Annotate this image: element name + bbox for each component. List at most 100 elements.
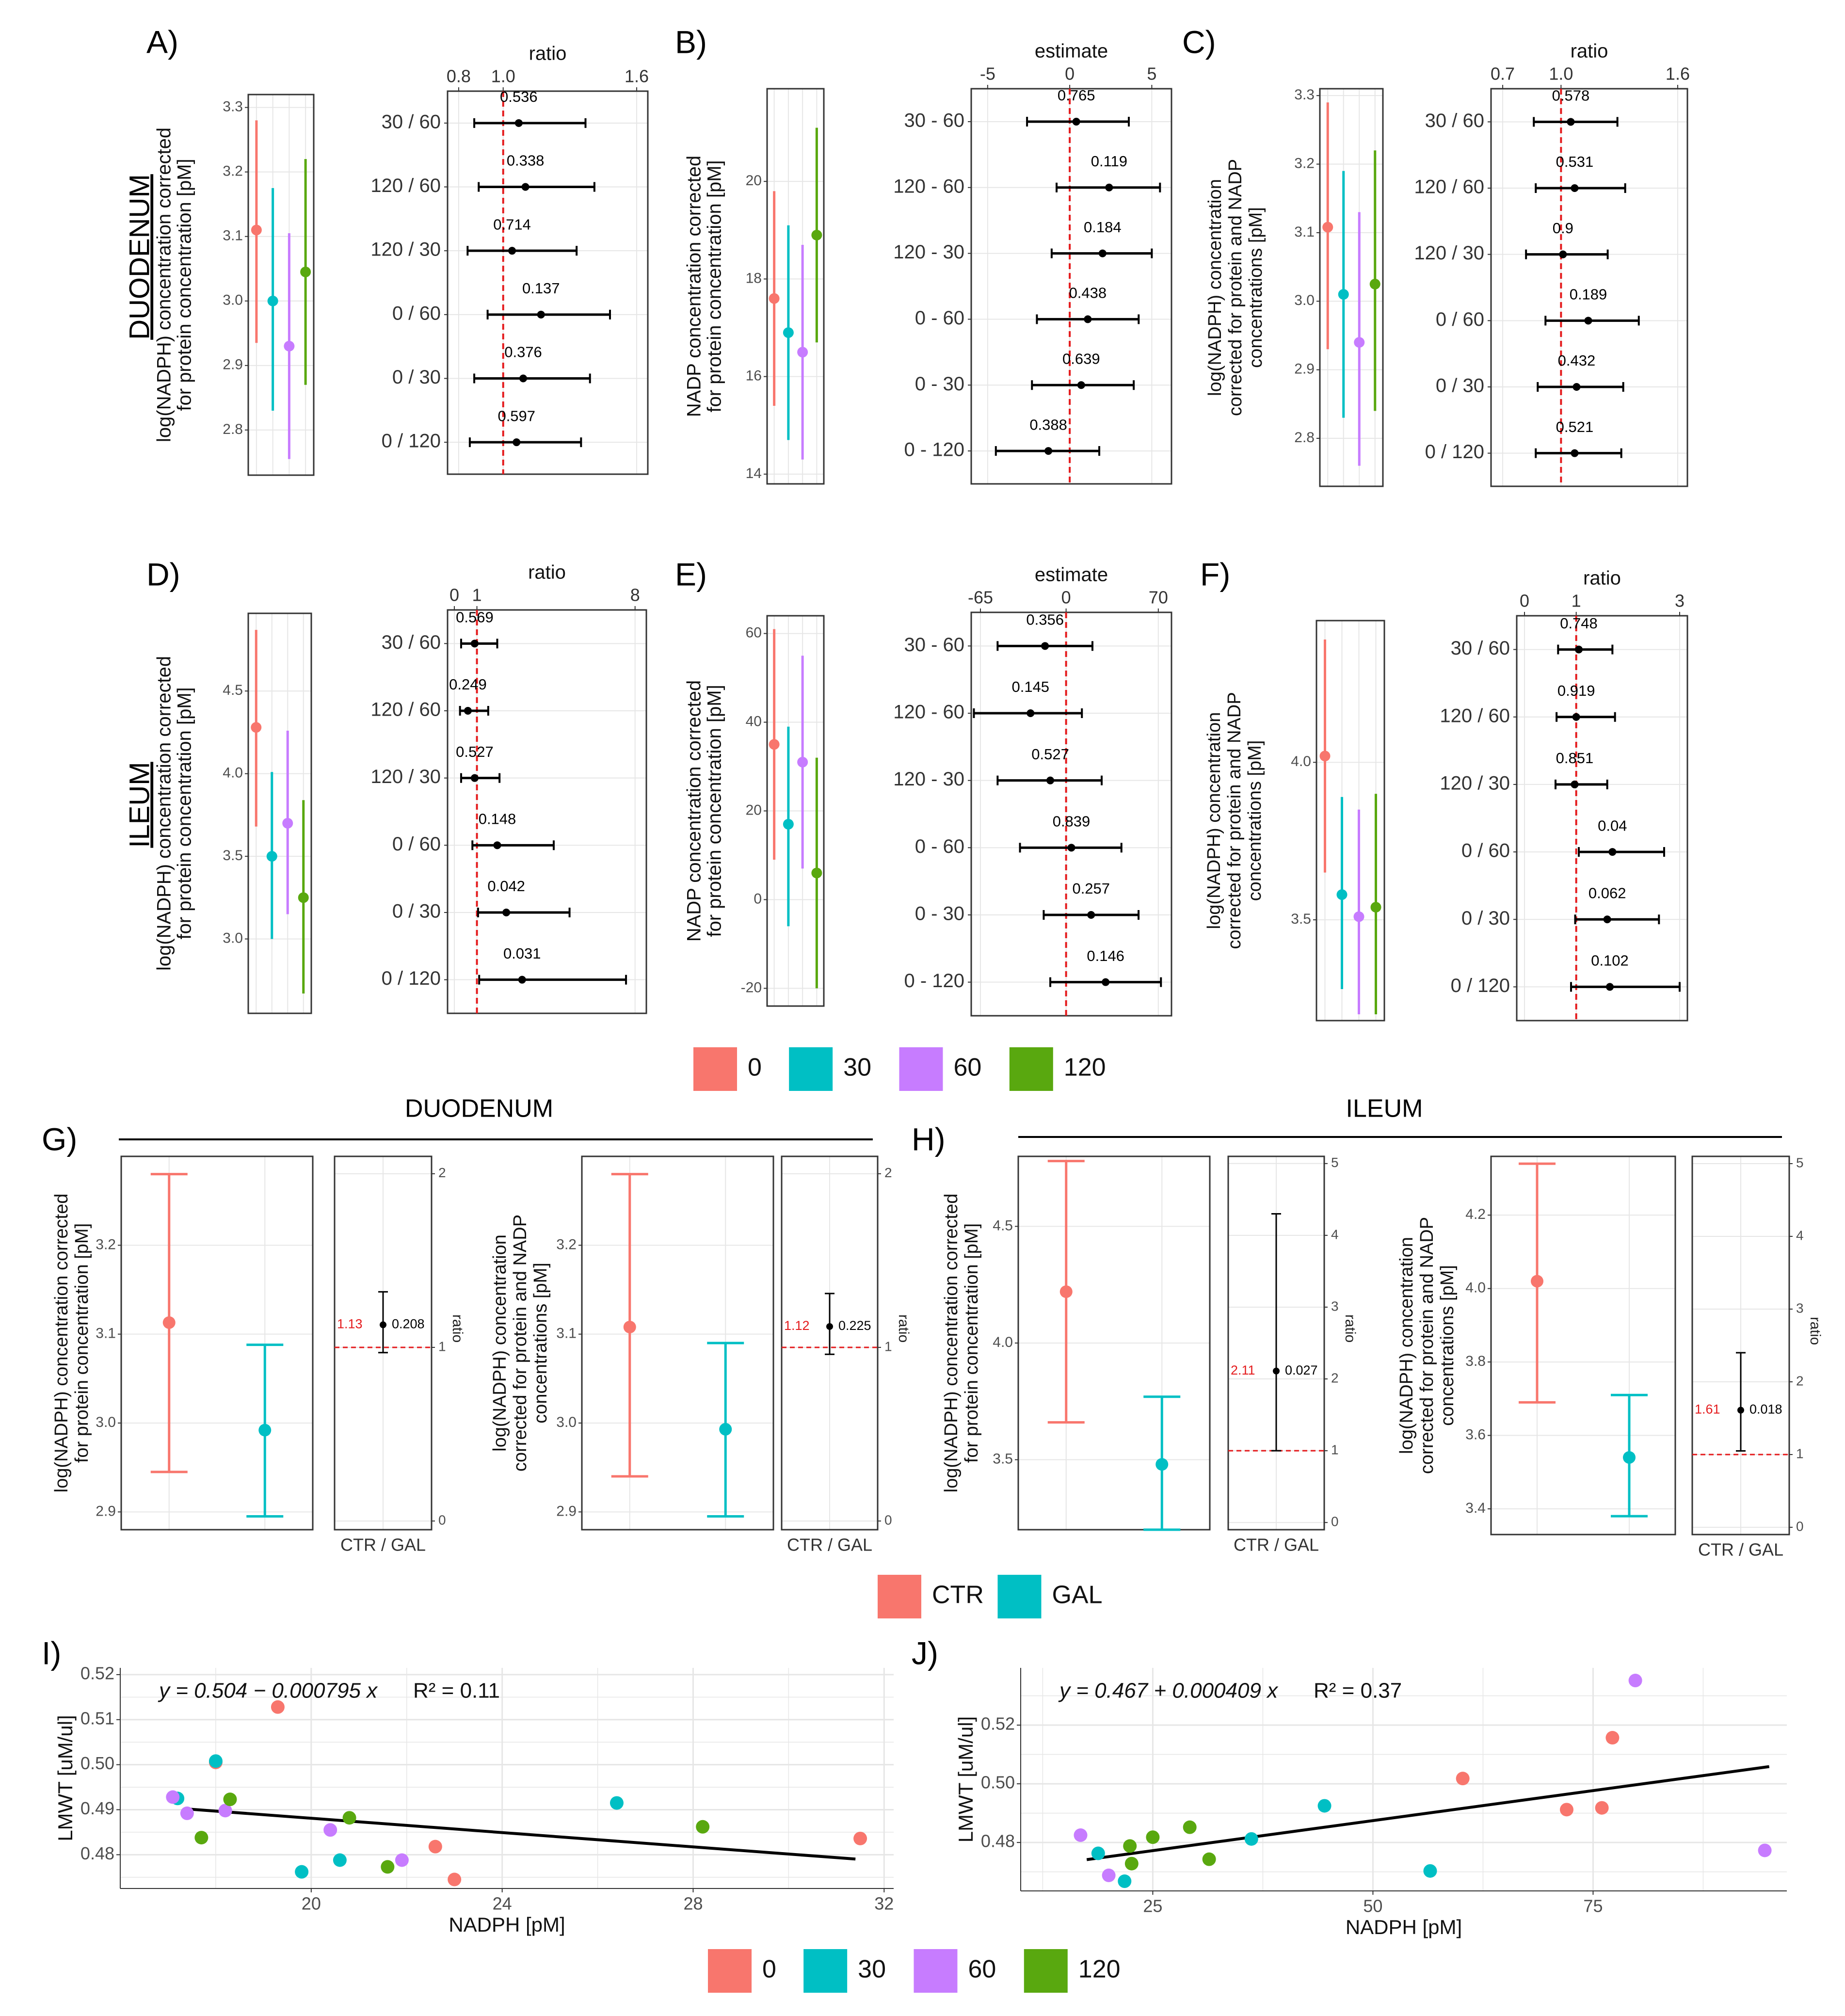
y-axis-title: corrected for protein and NADP <box>1225 159 1246 416</box>
y-axis-title: corrected for protein and NADP <box>1224 692 1245 949</box>
y-tick-label: 4.5 <box>223 682 243 698</box>
plot-border <box>1227 1155 1325 1531</box>
data-point-60 <box>166 1790 180 1804</box>
data-point-120 <box>194 1831 209 1845</box>
plot-border <box>1691 1155 1790 1536</box>
data-point-0 <box>428 1840 442 1854</box>
y-tick-label: 0.52 <box>981 1714 1015 1734</box>
y-tick-label: 4 <box>1331 1227 1339 1242</box>
plot-border <box>120 1155 314 1531</box>
legend-label-60: 60 <box>953 1054 981 1082</box>
y-tick-label: 3.5 <box>1291 911 1311 927</box>
y-tick-label: 0 <box>884 1512 892 1527</box>
comparison-label: 30 - 60 <box>904 634 964 656</box>
errorbar-panel-h: 3.5 4.0 4.5 log(NADPH) concentration correc… <box>941 1155 1211 1531</box>
p-value-label: 0.919 <box>1557 682 1595 699</box>
panel-letter: H) <box>912 1121 946 1157</box>
panel-letter: E) <box>675 556 707 592</box>
panel-letter: I) <box>42 1635 61 1671</box>
y-axis-title: log(NADPH) concentration <box>1204 712 1224 929</box>
estimate-point <box>1606 983 1614 991</box>
estimate-point <box>1559 250 1567 258</box>
y-tick-label: 0.48 <box>80 1843 114 1863</box>
comparison-label: 120 - 30 <box>893 768 964 790</box>
data-point-0 <box>1595 1801 1609 1815</box>
p-value-label: 0.714 <box>493 216 531 233</box>
p-value-label: 0.531 <box>1556 153 1594 170</box>
y-tick-label: 40 <box>746 713 762 729</box>
comparison-label: 0 - 60 <box>915 307 964 329</box>
estimate-point <box>1584 317 1592 325</box>
mean-point-30 <box>266 851 277 862</box>
x-tick-label: CTR / GAL <box>1234 1535 1319 1555</box>
y-axis-title: log(NADPH) concentration corrected <box>154 656 175 971</box>
comparison-label: 0 / 60 <box>1461 840 1510 862</box>
x-axis-title: ratio <box>1583 568 1621 589</box>
y-axis-title: for protein concentration [pM] <box>174 687 195 939</box>
ratio-panel-hratio2: 0 1 2 3 4 5 ratio 1.61 0.018 CTR / GAL <box>1691 1155 1823 1560</box>
p-value-label: 0.765 <box>1058 87 1095 104</box>
plot-border <box>447 609 647 1014</box>
mean-point-60 <box>1353 911 1364 922</box>
y-axis-title: LMWT [uM/ul] <box>54 1715 77 1841</box>
p-value-label: 0.639 <box>1062 350 1100 367</box>
x-tick-label: 1.6 <box>1666 64 1690 84</box>
data-point-120 <box>1124 1856 1139 1871</box>
estimate-point <box>1046 776 1055 784</box>
y-tick-label: 1 <box>884 1339 892 1354</box>
estimate-point <box>1567 118 1575 126</box>
y-tick-label: 3.0 <box>1294 292 1315 308</box>
y-tick-label: 0 <box>1331 1514 1339 1529</box>
y-tick-label: 3.1 <box>96 1326 116 1342</box>
plot-background <box>971 612 1171 1016</box>
y-tick-label: 3.0 <box>96 1414 116 1430</box>
y-tick-label: 3.3 <box>1294 87 1315 103</box>
p-value-label: 0.137 <box>522 280 560 297</box>
data-point-30 <box>209 1754 223 1768</box>
x-axis-title: estimate <box>1035 41 1108 62</box>
estimate-point <box>1572 383 1581 391</box>
y-tick-label: 2.8 <box>1294 430 1315 446</box>
y-axis-title: ratio <box>449 1314 465 1343</box>
mean-point-120 <box>811 867 822 879</box>
x-axis-title: ratio <box>529 43 567 64</box>
x-axis-title: NADPH [pM] <box>1346 1916 1462 1938</box>
mean-point-30 <box>783 327 794 338</box>
y-tick-label: 1 <box>438 1339 446 1354</box>
y-axis-title: for protein concentration [pM] <box>704 685 725 937</box>
y-tick-label: 3.4 <box>1465 1500 1486 1516</box>
data-point-0 <box>1559 1803 1573 1817</box>
y-tick-label: 0.48 <box>981 1831 1015 1851</box>
y-axis-title: log(NADPH) concentration corrected <box>51 1194 72 1493</box>
comparison-label: 0 / 120 <box>382 431 441 452</box>
estimate-point <box>1603 915 1611 924</box>
plot-background <box>1316 621 1384 1021</box>
y-axis-title: ratio <box>896 1314 912 1343</box>
comparison-label: 0 / 60 <box>392 303 441 324</box>
p-value-label: 0.018 <box>1749 1402 1782 1417</box>
r-squared-label: R² = 0.37 <box>1314 1679 1402 1703</box>
estimate-point <box>1084 315 1092 323</box>
x-axis-title: ratio <box>528 562 566 583</box>
errorbar-panel-g2: 2.9 3.0 3.1 3.2 log(NADPH) concentration corr… <box>490 1155 774 1531</box>
x-tick-label: 0 <box>1520 591 1529 611</box>
y-tick-label: 60 <box>746 625 762 641</box>
y-tick-label: 3 <box>1331 1298 1339 1313</box>
y-tick-label: 3.2 <box>96 1236 116 1252</box>
legend-time: 0 30 60 120 <box>693 1047 1106 1091</box>
plot-border <box>1490 1155 1676 1536</box>
mean-point-CTR <box>1531 1275 1543 1288</box>
data-point-120 <box>1146 1830 1160 1844</box>
plot-border <box>1316 620 1385 1022</box>
legend-label-120: 120 <box>1078 1955 1121 1984</box>
y-tick-label: 2.9 <box>1294 361 1315 377</box>
p-value-label: 0.257 <box>1072 880 1110 897</box>
forest-panel-bforest: -5 0 5 estimate 30 - 60 0.765 120 - 60 0.119 120… <box>893 41 1172 485</box>
legend-label-30: 30 <box>843 1054 871 1082</box>
data-point-60 <box>1074 1828 1088 1842</box>
plot-border <box>766 88 825 485</box>
mean-point-0 <box>769 293 780 304</box>
y-tick-label: 3.1 <box>1294 224 1315 240</box>
data-point-30 <box>1244 1832 1258 1846</box>
mean-point-CTR <box>1059 1285 1073 1298</box>
